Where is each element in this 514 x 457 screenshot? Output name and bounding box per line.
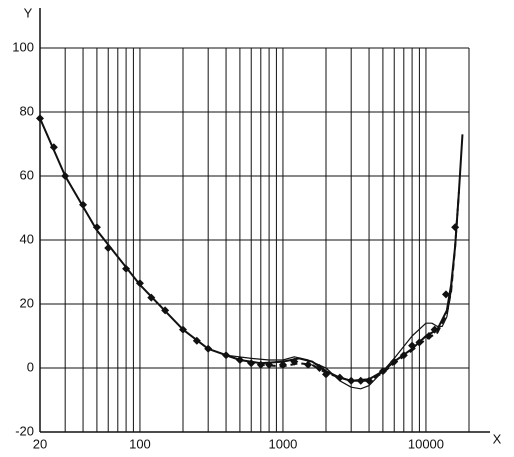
- marker: [192, 336, 201, 345]
- y-tick-label: 100: [12, 39, 34, 54]
- marker: [135, 279, 144, 288]
- marker: [451, 223, 460, 232]
- marker: [204, 344, 213, 353]
- marker: [441, 290, 450, 299]
- series-line: [225, 134, 464, 390]
- marker: [49, 143, 58, 152]
- marker: [415, 338, 424, 347]
- marker: [356, 376, 365, 385]
- marker: [147, 293, 156, 302]
- y-tick-label: 60: [20, 167, 34, 182]
- marker: [61, 172, 70, 180]
- marker: [92, 223, 101, 232]
- marker: [161, 306, 170, 315]
- marker: [36, 114, 44, 123]
- marker: [347, 376, 356, 385]
- marker: [122, 264, 131, 273]
- x-tick-label: 10000: [408, 436, 444, 451]
- y-tick-label: 20: [20, 295, 34, 310]
- x-tick-label: 100: [129, 436, 151, 451]
- x-tick-label: 1000: [268, 436, 297, 451]
- marker: [430, 325, 439, 334]
- y-tick-label: 40: [20, 231, 34, 246]
- marker: [104, 244, 113, 252]
- y-tick-label: 80: [20, 103, 34, 118]
- y-tick-label: 0: [27, 359, 34, 374]
- y-axis-label: Y: [24, 5, 33, 20]
- marker: [179, 325, 187, 334]
- x-axis-label: X: [493, 431, 502, 446]
- y-tick-label: -20: [15, 423, 34, 438]
- marker: [79, 200, 88, 209]
- x-tick-label: 20: [33, 436, 47, 451]
- marker: [222, 351, 231, 360]
